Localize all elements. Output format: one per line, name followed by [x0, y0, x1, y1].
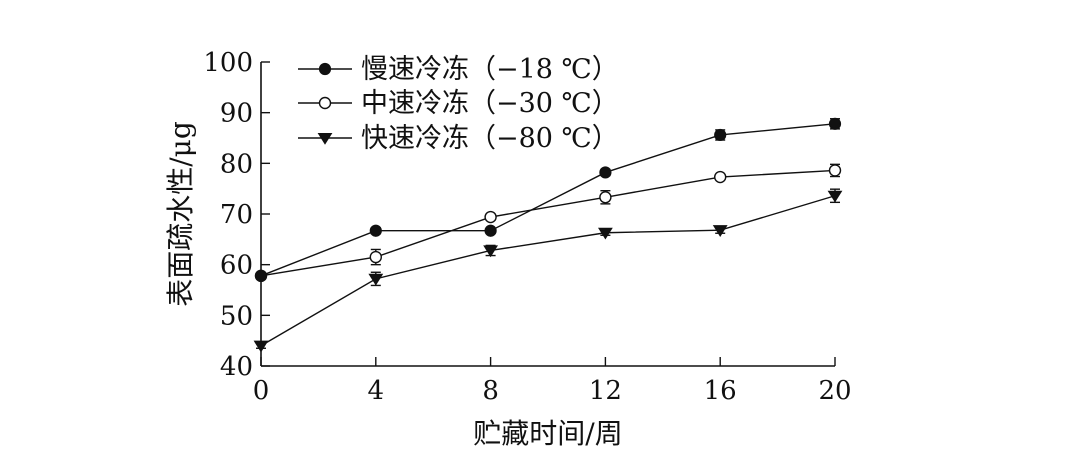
- axes: 40 50 60 70 80 90 100 0 4 8 12 16 20: [203, 48, 851, 406]
- data-point: [369, 224, 382, 237]
- y-tick-label: 80: [220, 149, 253, 179]
- data-point: [714, 170, 727, 184]
- y-tick-label: 100: [203, 48, 253, 78]
- legend-entry: 中速冷冻（−30 ℃）: [298, 88, 619, 119]
- data-point: [827, 190, 843, 203]
- series-3: [253, 188, 843, 353]
- legend-label: 快速冷冻（−80 ℃）: [361, 123, 619, 154]
- y-tick-label: 60: [220, 251, 253, 281]
- series-layer: [253, 117, 843, 353]
- series-line: [260, 123, 836, 277]
- legend-label: 中速冷冻（−30 ℃）: [361, 88, 619, 119]
- legend-marker: [317, 132, 333, 145]
- series-line: [260, 195, 836, 347]
- x-tick-label: 8: [482, 376, 499, 406]
- x-tick-label: 0: [253, 376, 270, 406]
- data-point: [369, 250, 382, 264]
- data-point: [254, 269, 268, 282]
- data-point: [368, 273, 384, 286]
- data-point: [599, 191, 612, 204]
- data-point: [253, 340, 269, 353]
- legend: 慢速冷冻（−18 ℃）中速冷冻（−30 ℃） 快速冷冻（−80 ℃）: [298, 54, 619, 154]
- data-point: [712, 225, 728, 238]
- legend-marker: [318, 96, 332, 110]
- legend-entry: 快速冷冻（−80 ℃）: [298, 123, 619, 154]
- y-tick-label: 50: [220, 301, 253, 331]
- x-axis-title: 贮藏时间/周: [473, 417, 622, 450]
- series-2: [254, 163, 842, 283]
- x-tick-label: 4: [368, 376, 385, 406]
- legend-label: 慢速冷冻（−18 ℃）: [361, 54, 619, 85]
- data-point: [828, 164, 842, 177]
- x-tick-label: 16: [704, 376, 737, 406]
- series-1: [254, 117, 842, 282]
- legend-marker: [318, 62, 332, 76]
- data-point: [597, 227, 613, 240]
- data-point: [599, 166, 612, 179]
- data-point: [484, 224, 497, 237]
- data-point: [714, 128, 727, 142]
- y-tick-label: 90: [220, 99, 253, 129]
- y-axis-title: 表面疏水性/μg: [164, 121, 197, 307]
- data-point: [483, 245, 499, 258]
- x-tick-label: 12: [589, 376, 622, 406]
- y-tick-label: 40: [220, 352, 253, 382]
- x-tick-label: 20: [818, 376, 851, 406]
- legend-entry: 慢速冷冻（−18 ℃）: [298, 54, 619, 85]
- y-tick-label: 70: [220, 200, 253, 230]
- series-line: [260, 169, 836, 277]
- data-point: [484, 210, 497, 224]
- data-point: [828, 117, 842, 130]
